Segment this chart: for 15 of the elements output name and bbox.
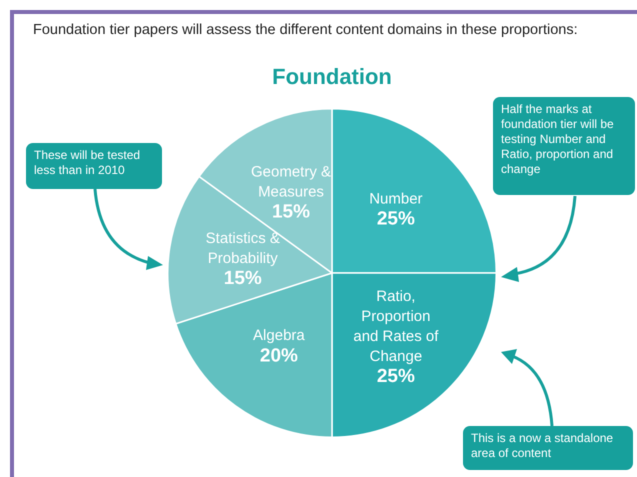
text: These will be tested less than in 2010 (26, 143, 162, 189)
chart-title: Foundation (271, 64, 393, 90)
slice-label: Number (369, 190, 423, 208)
data-label: 15% (224, 268, 262, 290)
data-label: 25% (376, 208, 415, 230)
data-label: 15% (272, 202, 310, 223)
chart-subtitle: Foundation tier papers will assess the different content domains in these proportions: (33, 22, 578, 38)
data-label: 25% (376, 366, 415, 388)
slice-label: Algebra (253, 327, 306, 344)
slice-label: Geometry & Measures (250, 164, 332, 201)
text: This is a now a standalone area of content (463, 426, 633, 470)
slice-label: Ratio, Proportion and Rates of Change (353, 288, 440, 366)
data-label: 20% (260, 345, 298, 366)
text: Half the marks at foundation tier will be testing Number and Ratio, proportion and change (493, 97, 635, 195)
slice-label: Statistics & Probability (206, 230, 280, 268)
